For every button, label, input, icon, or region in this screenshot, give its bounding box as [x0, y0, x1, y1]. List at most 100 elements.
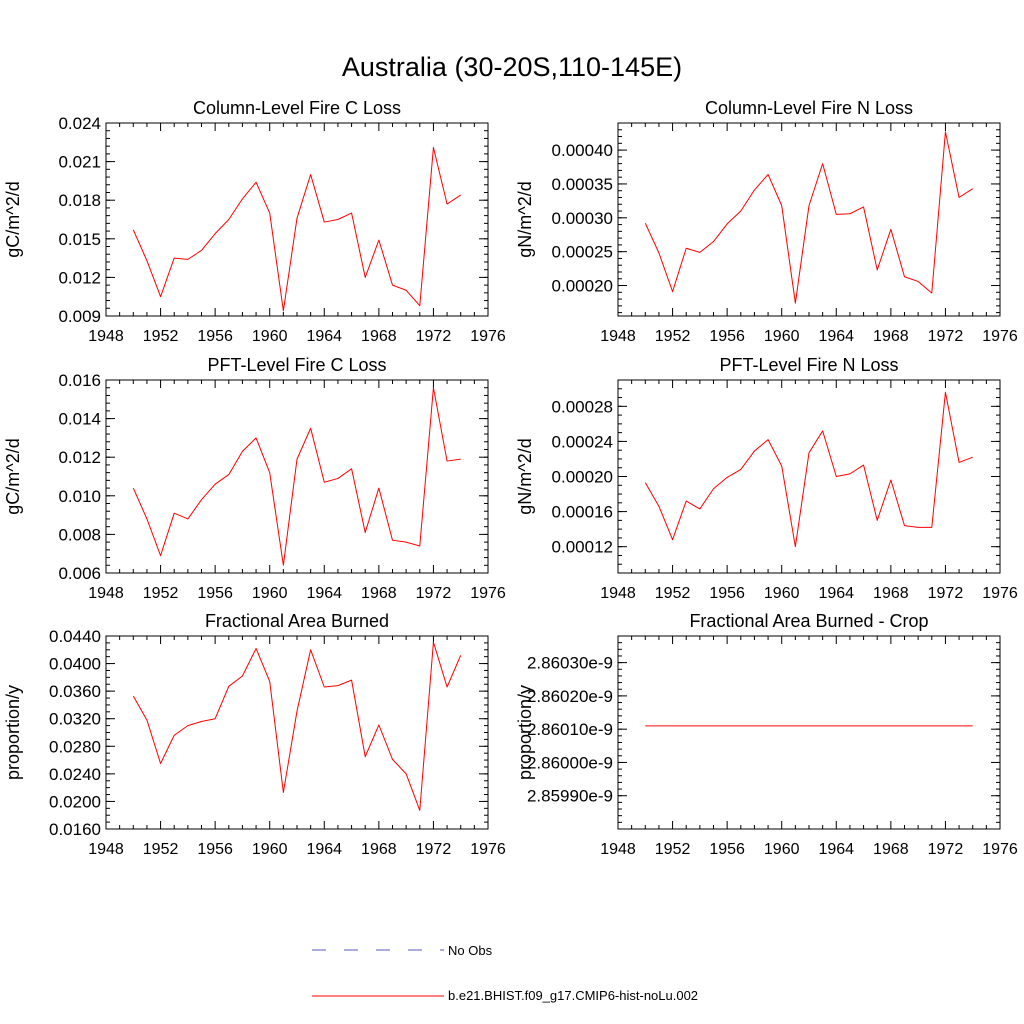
legend-label-no-obs: No Obs: [448, 943, 493, 958]
x-tick-label: 1956: [709, 328, 745, 345]
x-tick-label: 1956: [197, 328, 233, 345]
y-tick-label: 0.00025: [552, 243, 613, 262]
y-tick-label: 0.015: [58, 230, 101, 249]
x-tick-label: 1964: [306, 328, 342, 345]
plot-frame: [617, 122, 1001, 317]
x-tick-label: 1964: [818, 585, 854, 602]
x-tick-label: 1952: [655, 328, 691, 345]
x-tick-label: 1952: [655, 585, 691, 602]
y-tick-label: 0.016: [58, 371, 101, 390]
panel-title: Column-Level Fire N Loss: [705, 98, 913, 118]
x-tick-label: 1960: [252, 841, 288, 858]
y-axis-label: gN/m^2/d: [515, 181, 535, 257]
x-tick-label: 1968: [361, 328, 397, 345]
y-tick-label: 0.012: [58, 448, 101, 467]
y-axis-label: proportion/y: [3, 685, 23, 780]
y-tick-label: 0.00020: [552, 277, 613, 296]
plot-frame: [105, 379, 489, 574]
x-tick-label: 1968: [361, 841, 397, 858]
panel-5: Fractional Area Burned proportion/y 1948 19…: [3, 611, 506, 858]
x-tick-label: 1960: [764, 328, 800, 345]
y-tick-label: 0.0280: [49, 737, 101, 756]
y-tick-label: 0.006: [58, 564, 101, 583]
y-tick-label: 0.0400: [49, 655, 101, 674]
y-tick-label: 0.014: [58, 410, 101, 429]
x-tick-label: 1968: [873, 328, 909, 345]
y-axis-label: gN/m^2/d: [515, 438, 535, 514]
y-tick-label: 0.010: [58, 487, 101, 506]
x-tick-label: 1960: [764, 585, 800, 602]
panel-title: Fractional Area Burned: [205, 611, 389, 631]
y-tick-label: 2.86030e-9: [527, 654, 613, 673]
x-tick-label: 1972: [416, 841, 452, 858]
x-tick-label: 1952: [655, 841, 691, 858]
panel-4: PFT-Level Fire N Loss gN/m^2/d 1948 1952 195…: [515, 355, 1018, 602]
series-line-1: [132, 146, 461, 312]
x-tick-label: 1948: [600, 328, 636, 345]
y-tick-label: 0.00016: [552, 503, 613, 522]
y-axis-label: gC/m^2/d: [3, 181, 23, 257]
y-tick-label: 0.00024: [552, 432, 613, 451]
y-tick-label: 0.0360: [49, 682, 101, 701]
y-tick-label: 0.00030: [552, 209, 613, 228]
x-tick-label: 1960: [764, 841, 800, 858]
y-tick-label: 0.018: [58, 191, 101, 210]
y-tick-label: 0.00020: [552, 468, 613, 487]
x-tick-label: 1964: [818, 841, 854, 858]
y-tick-label: 0.00012: [552, 538, 613, 557]
x-tick-label: 1948: [600, 841, 636, 858]
y-tick-label: 0.0440: [49, 627, 101, 646]
x-tick-label: 1956: [197, 841, 233, 858]
x-tick-label: 1960: [252, 328, 288, 345]
y-tick-label: 0.012: [58, 268, 101, 287]
series-line-1: [132, 387, 461, 566]
y-tick-label: 0.009: [58, 307, 101, 326]
y-tick-label: 0.024: [58, 114, 101, 133]
y-tick-label: 2.85990e-9: [527, 787, 613, 806]
x-tick-label: 1948: [88, 585, 124, 602]
x-tick-label: 1952: [143, 328, 179, 345]
y-tick-label: 2.86020e-9: [527, 687, 613, 706]
x-tick-label: 1964: [818, 328, 854, 345]
y-tick-label: 0.0240: [49, 765, 101, 784]
x-tick-label: 1968: [873, 585, 909, 602]
x-tick-label: 1972: [928, 328, 964, 345]
plot-frame: [617, 635, 1001, 830]
x-tick-label: 1960: [252, 585, 288, 602]
panel-title: Column-Level Fire C Loss: [193, 98, 401, 118]
y-axis-label: gC/m^2/d: [3, 438, 23, 514]
y-tick-label: 0.0320: [49, 710, 101, 729]
legend: No Obs b.e21.BHIST.f09_g17.CMIP6-hist-no…: [312, 943, 698, 1003]
y-tick-label: 2.86010e-9: [527, 720, 613, 739]
x-tick-label: 1964: [306, 841, 342, 858]
x-tick-label: 1972: [928, 585, 964, 602]
x-tick-label: 1952: [143, 585, 179, 602]
panels: Column-Level Fire C Loss gC/m^2/d 1948 1952…: [3, 98, 1018, 858]
x-tick-label: 1968: [361, 585, 397, 602]
x-tick-label: 1976: [470, 841, 506, 858]
y-tick-label: 0.00035: [552, 175, 613, 194]
x-tick-label: 1976: [982, 328, 1018, 345]
y-axis-label: proportion/y: [515, 685, 535, 780]
figure-title: Australia (30-20S,110-145E): [342, 52, 682, 82]
x-tick-label: 1972: [416, 585, 452, 602]
x-tick-label: 1956: [709, 841, 745, 858]
plot-frame: [617, 379, 1001, 574]
x-tick-label: 1972: [928, 841, 964, 858]
x-tick-label: 1976: [470, 328, 506, 345]
plot-frame: [105, 635, 489, 830]
series-line-1: [644, 131, 973, 304]
panel-title: Fractional Area Burned - Crop: [689, 611, 928, 631]
panel-2: Column-Level Fire N Loss gN/m^2/d 1948 1952…: [515, 98, 1018, 345]
x-tick-label: 1976: [982, 585, 1018, 602]
x-tick-label: 1968: [873, 841, 909, 858]
y-tick-label: 0.021: [58, 153, 101, 172]
panel-3: PFT-Level Fire C Loss gC/m^2/d 1948 1952 195…: [3, 355, 506, 602]
y-tick-label: 0.0200: [49, 792, 101, 811]
legend-label-model: b.e21.BHIST.f09_g17.CMIP6-hist-noLu.002: [448, 988, 698, 1003]
x-tick-label: 1976: [470, 585, 506, 602]
panel-title: PFT-Level Fire C Loss: [207, 355, 386, 375]
x-tick-label: 1964: [306, 585, 342, 602]
x-tick-label: 1956: [197, 585, 233, 602]
y-tick-label: 0.0160: [49, 820, 101, 839]
